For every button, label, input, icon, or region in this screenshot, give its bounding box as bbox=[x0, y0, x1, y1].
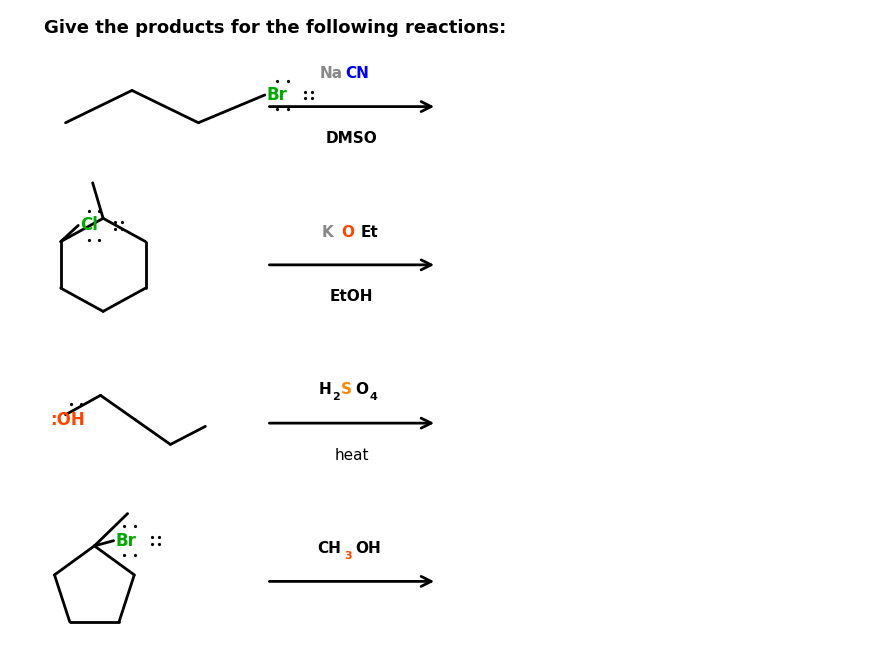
Text: O: O bbox=[355, 382, 368, 397]
Text: 2: 2 bbox=[332, 393, 340, 402]
Text: Na: Na bbox=[320, 66, 343, 81]
Text: Br: Br bbox=[115, 532, 136, 550]
Text: Br: Br bbox=[267, 86, 288, 104]
Text: Cl: Cl bbox=[80, 216, 98, 234]
Text: 3: 3 bbox=[344, 551, 352, 561]
Text: OH: OH bbox=[355, 541, 381, 556]
Text: EtOH: EtOH bbox=[330, 289, 373, 304]
Text: :OH: :OH bbox=[50, 411, 85, 429]
Text: DMSO: DMSO bbox=[326, 131, 378, 146]
Text: CN: CN bbox=[344, 66, 369, 81]
Text: K: K bbox=[321, 225, 333, 240]
Text: S: S bbox=[341, 382, 352, 397]
Text: 4: 4 bbox=[369, 393, 378, 402]
Text: O: O bbox=[341, 225, 354, 240]
Text: CH: CH bbox=[316, 541, 341, 556]
Text: H: H bbox=[318, 382, 331, 397]
Text: Give the products for the following reactions:: Give the products for the following reac… bbox=[44, 19, 506, 37]
Text: Et: Et bbox=[360, 225, 378, 240]
Text: heat: heat bbox=[335, 448, 369, 463]
